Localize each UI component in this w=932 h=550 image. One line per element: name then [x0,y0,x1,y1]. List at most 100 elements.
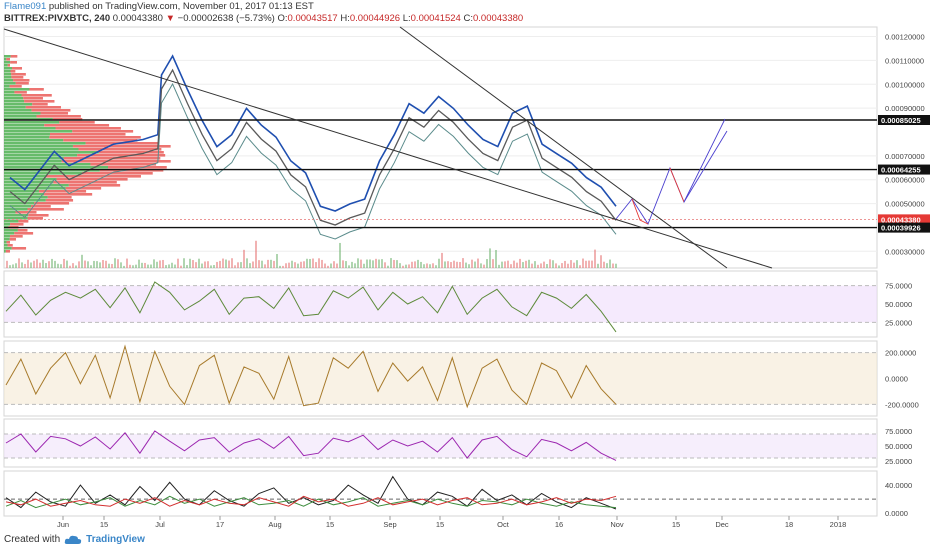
volume-bar [105,260,107,268]
volume-profile-bar-up [4,196,48,199]
price-axis-tick-0: 0.00120000 [885,33,925,42]
volume-profile-bar-up [4,55,11,58]
rsi-line-rsi [5,281,617,333]
volume-bar [291,260,293,268]
volume-bar [612,263,614,268]
time-axis-label-12: Dec [715,520,729,529]
volume-profile-bar-up [4,121,60,124]
volume-bar [585,260,587,268]
volume-bar [498,264,500,268]
volume-bar [489,248,491,268]
rsi-axis-tick-1: 50.0000 [885,300,912,309]
volume-bar [555,263,557,268]
volume-profile-bar-down [34,202,70,205]
volume-profile-bar-down [15,211,37,214]
volume-profile-bar-down [40,112,69,115]
volume-profile-bar-down [10,70,16,73]
volume-bar [264,264,266,268]
volume-bar [342,260,344,268]
volume-bar [567,263,569,268]
volume-bar [462,258,464,268]
volume-bar [78,261,80,268]
cci-line-cci [5,344,617,409]
volume-profile-bar-down [14,91,27,94]
volume-bar [258,260,260,268]
price-tag-3: 0.00039926 [881,224,921,233]
volume-bar [366,259,368,268]
header-publish-line: Flame091 published on TradingView.com, N… [4,1,314,12]
volume-profile-bar-up [4,247,12,250]
forecast-path-up-2 [683,130,728,203]
dmi-line--di [5,495,617,507]
volume-bar [117,259,119,268]
volume-bar [510,264,512,268]
volume-profile-bar-up [4,169,100,172]
volume-bar [30,262,32,268]
volume-bar [267,259,269,268]
last-price: 0.00043380 [112,13,163,24]
volume-bar [285,263,287,268]
volume-bar [420,261,422,268]
dmi-pane-border [3,470,878,517]
time-axis-label-14: 2018 [830,520,847,529]
volume-bar [171,262,173,268]
volume-profile-bar-down [11,73,26,76]
volume-profile-bar-up [4,79,14,82]
volume-bar [99,262,101,268]
volume-bar [579,265,581,268]
price-tag-bg [878,114,930,125]
volume-bar [600,255,602,268]
volume-bar [477,258,479,268]
time-axis-label-11: 15 [672,520,680,529]
volume-bar [48,261,50,268]
volume-bar [573,262,575,268]
dmi-axis-tick-0: 40.0000 [885,481,912,490]
chart-area[interactable]: 0.00120000 0.00110000 0.00100000 0.00090000… [0,0,932,532]
volume-bar [144,262,146,268]
volume-profile-bar-down [72,130,134,133]
tradingview-logo[interactable]: TradingView [86,534,145,545]
volume-bar [207,261,209,268]
volume-bar [321,259,323,268]
volume-profile-bar-down [7,244,13,247]
volume-bar [591,260,593,268]
volume-bar [570,260,572,268]
volume-bar [417,259,419,268]
volume-bar [597,263,599,268]
volume-bar [432,263,434,268]
volume-bar [168,264,170,268]
volume-bar [345,261,347,268]
volume-profile-bar-up [4,136,50,139]
volume-profile-bar-up [4,85,10,88]
volume-profile-bar-down [107,166,167,169]
open-value: 0.00043517 [287,13,338,24]
author-link[interactable]: Flame091 [4,1,47,12]
low-value: 0.00041524 [410,13,461,24]
volume-profile-bar-down [29,88,44,91]
volume-bar [384,262,386,268]
volume-bar [51,258,53,268]
price-tag-bg [878,164,930,175]
dmi-line--di [5,495,617,509]
volume-profile-bar-down [46,175,141,178]
volume-bar [333,261,335,268]
volume-profile-bar-down [9,235,23,238]
volume-profile-bar-down [31,205,51,208]
volume-bar [588,260,590,268]
volume-bar [372,260,374,268]
volume-bar [6,260,8,268]
volume-bar [297,263,299,268]
volume-profile-bar-up [4,133,50,136]
volume-profile-bar-up [4,220,19,223]
volume-profile-bar-up [4,238,10,241]
price-axis-tick-2: 0.00100000 [885,80,925,89]
volume-profile-bar-down [59,121,95,124]
cci-axis-tick-2: -200.0000 [885,400,919,409]
volume-bar [126,258,128,268]
volume-profile-bar-down [78,148,162,151]
volume-bar [69,265,71,268]
volume-profile-bar-down [68,184,121,187]
volume-bar [282,265,284,268]
cci-axis-tick-0: 200.0000 [885,349,916,358]
volume-profile-bar-down [44,193,93,196]
